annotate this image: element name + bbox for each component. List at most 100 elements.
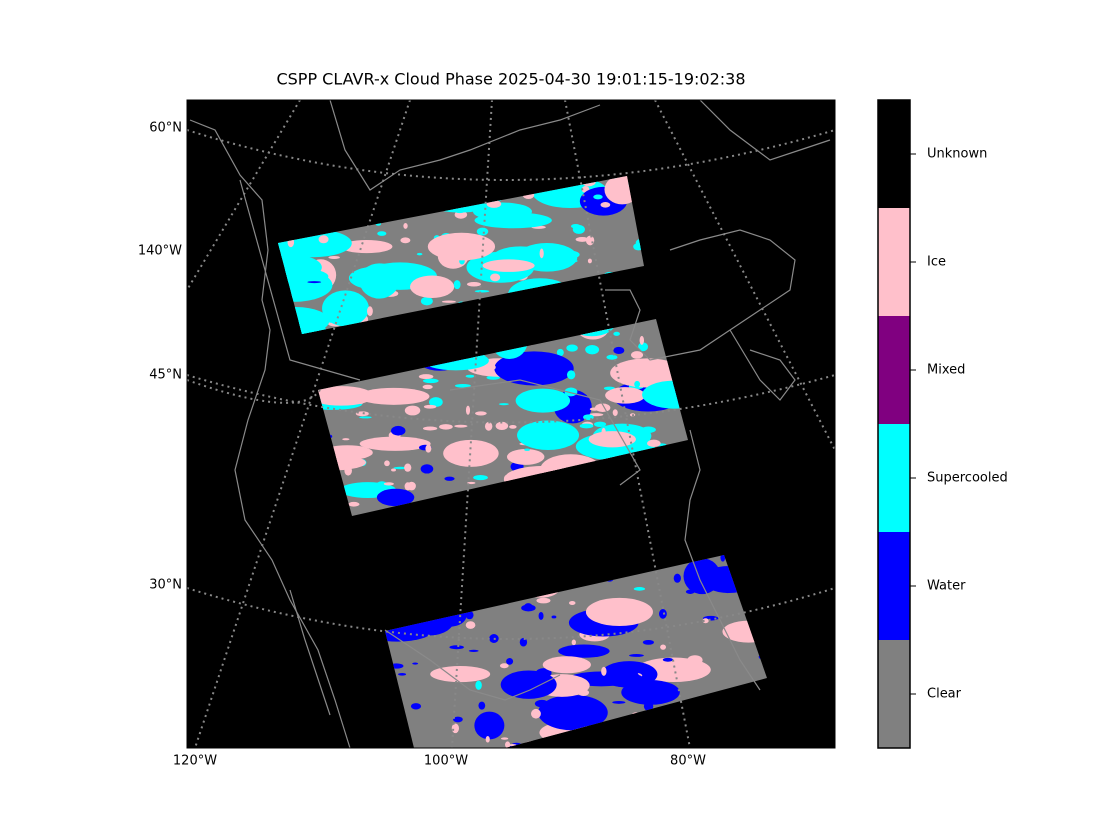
map — [187, 100, 835, 748]
swath-patch — [563, 259, 578, 263]
swath-patch — [643, 701, 654, 712]
swath-patch — [409, 275, 455, 298]
colorbar-label: Clear — [927, 687, 962, 702]
lat-label: 60°N — [149, 121, 182, 136]
swath-patch — [475, 411, 487, 416]
swath-patch — [340, 239, 393, 254]
swath-patch — [515, 388, 571, 413]
swath-patch — [542, 656, 591, 674]
colorbar-segment — [878, 640, 910, 748]
swath-patch — [425, 444, 432, 453]
swath-patch — [318, 386, 374, 406]
swath-patch — [376, 488, 415, 507]
swath-patch — [534, 699, 549, 708]
swath-patch — [359, 416, 372, 419]
swath-patch — [658, 609, 667, 619]
swath-patch — [485, 736, 490, 743]
colorbar-segment — [878, 316, 910, 424]
colorbar-label: Unknown — [927, 147, 987, 162]
swath-patch — [662, 657, 674, 662]
swath-patch — [630, 351, 644, 359]
swath-patch — [587, 258, 592, 264]
swath-patch — [422, 384, 433, 390]
swath-patch — [420, 296, 433, 306]
lon-label: 140°W — [138, 244, 182, 259]
swath-patch — [570, 224, 581, 229]
map-frame — [186, 99, 836, 749]
lat-label: 45°N — [149, 368, 182, 383]
swath-patch — [482, 259, 535, 272]
swath-patch — [404, 405, 421, 416]
swath-patch — [444, 476, 455, 481]
lon-label: 80°W — [670, 754, 706, 769]
swath-patch — [430, 666, 491, 683]
colorbar-label: Water — [927, 579, 966, 594]
swath-patch — [606, 354, 618, 360]
swath-patch — [506, 448, 545, 465]
swath-patch — [474, 711, 505, 740]
swath-patch — [683, 558, 721, 595]
swath-patch — [404, 463, 412, 472]
swath-patch — [350, 274, 357, 279]
lat-label: 30°N — [149, 578, 182, 593]
swath-patch — [467, 445, 481, 454]
swath-patch — [612, 701, 626, 704]
swath-patch — [439, 424, 453, 430]
colorbar-label: Ice — [927, 255, 946, 270]
swath-patch — [593, 194, 603, 200]
swath-patch — [453, 716, 463, 723]
chart-title: CSPP CLAVR-x Cloud Phase 2025-04-30 19:0… — [276, 70, 745, 89]
swath-patch — [407, 481, 416, 491]
colorbar-frame — [877, 99, 911, 749]
swath-patch — [484, 274, 491, 278]
swath-patch — [499, 663, 509, 669]
swath-patch — [505, 741, 511, 748]
swath-patch — [326, 308, 333, 314]
swath-patch — [613, 331, 620, 336]
swath-patch — [732, 626, 737, 631]
swath-patch — [538, 611, 544, 620]
swath-patch — [509, 424, 517, 429]
swath-patch — [566, 370, 576, 380]
swath-patch — [422, 378, 439, 384]
swath-patch — [474, 212, 552, 229]
swath-patch — [685, 589, 695, 594]
swath-patch — [393, 466, 408, 470]
swath-patch — [640, 426, 656, 434]
swath-patch — [571, 639, 576, 646]
swath-patch — [490, 273, 501, 282]
swath-patch — [521, 604, 536, 612]
swath-patch — [416, 252, 423, 256]
swath-patch — [589, 407, 599, 411]
swath-patch — [473, 475, 488, 481]
swath-patch — [422, 426, 438, 431]
swath-patch — [519, 637, 528, 647]
swath-patch — [566, 344, 578, 352]
swath-patch — [517, 420, 580, 450]
swath-patch — [558, 644, 610, 658]
swath-patch — [383, 482, 394, 486]
swath-patch — [720, 555, 726, 562]
swath-patch — [307, 281, 322, 284]
swath-patch — [722, 584, 733, 594]
swath-patch — [577, 689, 590, 696]
swath-patch — [660, 644, 666, 650]
swath-patch — [556, 348, 564, 357]
swath-patch — [418, 374, 434, 380]
swath-patch — [278, 268, 333, 302]
lon-label: 120°W — [173, 754, 217, 769]
swath-patch — [638, 342, 649, 352]
swath-patch — [536, 597, 551, 604]
swath-patch — [498, 403, 509, 406]
swath-patch — [634, 380, 641, 388]
swath-patch — [465, 621, 476, 629]
swath-patch — [506, 658, 514, 665]
swath-patch — [449, 645, 464, 650]
swath-patch — [629, 429, 638, 436]
swath-patch — [495, 421, 509, 431]
swath-patch — [629, 654, 644, 657]
swath-patch — [465, 405, 471, 415]
axis-labels: 60°N 45°N 30°N 140°W 120°W 100°W 80°W — [138, 121, 706, 769]
colorbar: Clear Water Supercooled Mixed Ice Unknown — [877, 99, 1008, 749]
